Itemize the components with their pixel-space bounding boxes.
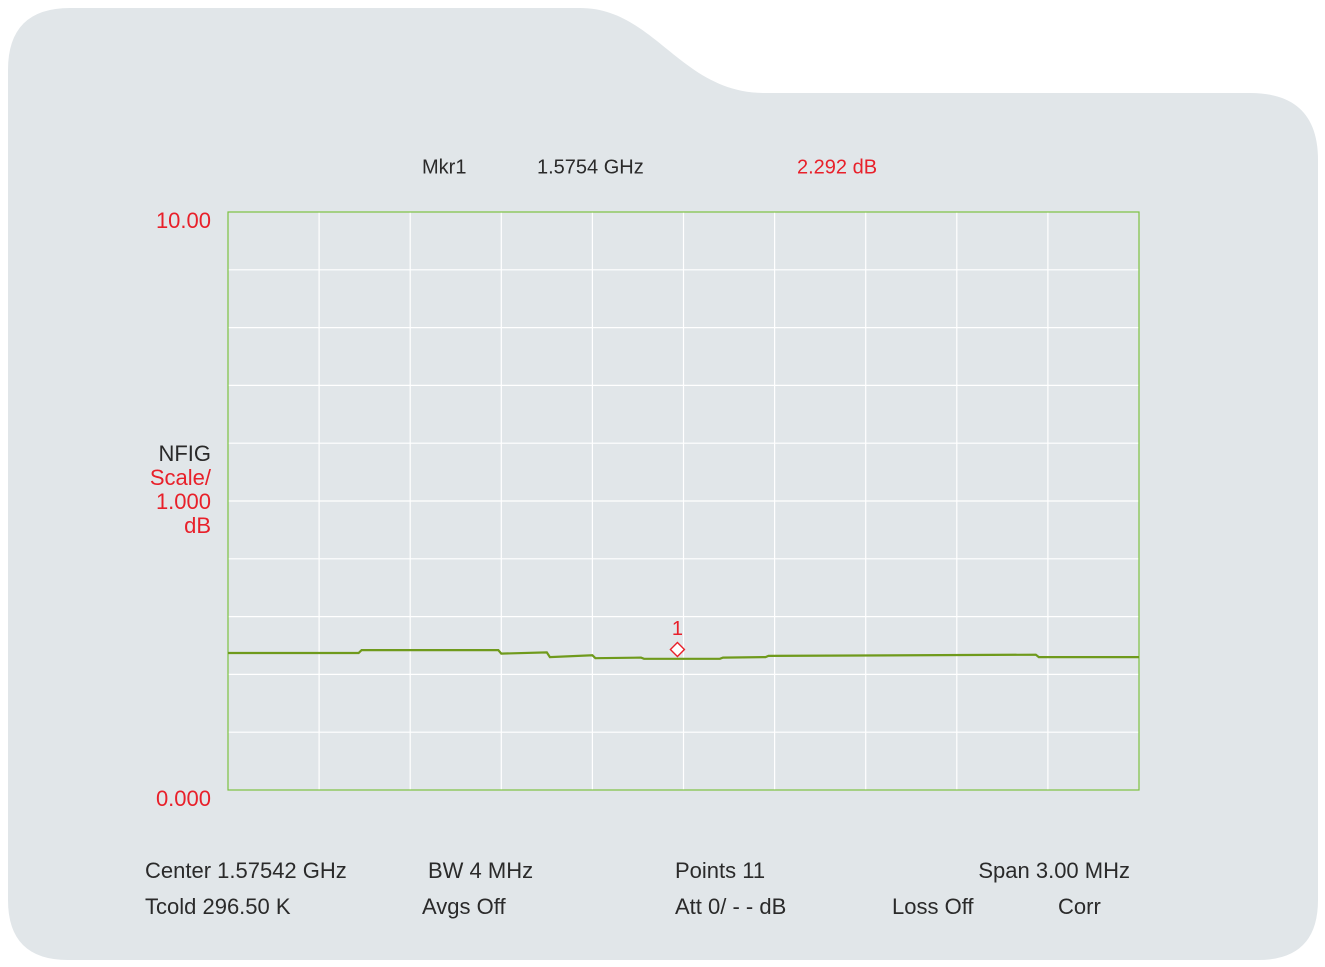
status: Center 1.57542 GHz — [145, 858, 347, 883]
scale-label: Scale/ — [150, 465, 212, 490]
scale-label: dB — [184, 513, 211, 538]
marker — [669, 641, 686, 658]
status: Tcold 296.50 K — [145, 894, 291, 919]
trace — [228, 648, 1139, 660]
y-tick-label: 0.000 — [156, 786, 211, 811]
marker-name: Mkr1 — [422, 156, 466, 178]
panel — [8, 8, 1318, 960]
status: Avgs Off — [422, 894, 506, 919]
marker-label: 1 — [672, 618, 683, 640]
status: Att 0/ - - dB — [675, 894, 786, 919]
status: Loss Off — [892, 894, 974, 919]
measurement: NFIG — [158, 441, 211, 466]
marker-frequency: 1.5754 GHz — [537, 156, 644, 178]
status: Points 11 — [675, 858, 765, 883]
y-tick-label: 10.00 — [156, 208, 211, 233]
status: Corr — [1058, 894, 1101, 919]
plot-border — [227, 211, 1140, 791]
status: BW 4 MHz — [428, 858, 533, 883]
scale-label: 1.000 — [156, 489, 211, 514]
status: Span 3.00 MHz — [978, 858, 1130, 883]
marker-amplitude: 2.292 dB — [797, 156, 877, 178]
